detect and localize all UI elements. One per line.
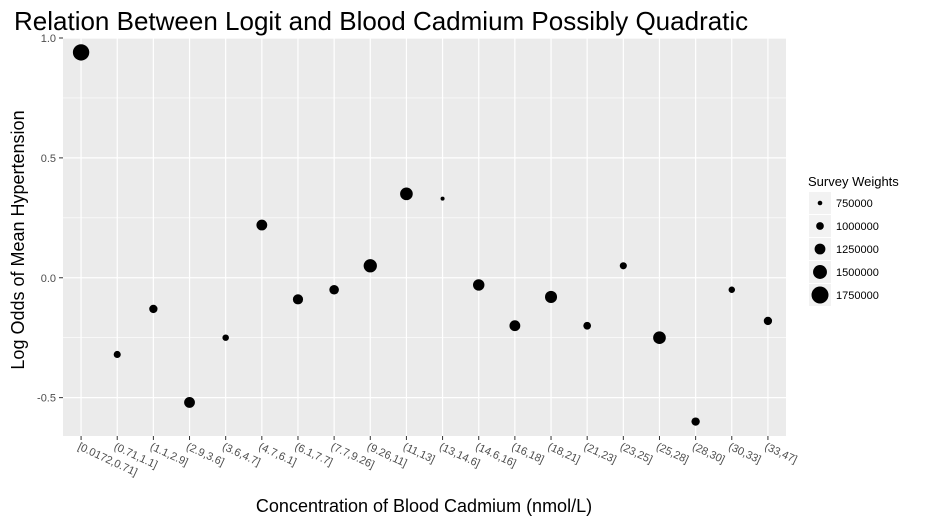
data-point xyxy=(256,219,268,231)
data-point xyxy=(72,44,90,61)
x-tick-label: (4.7,6.1] xyxy=(257,441,299,469)
x-tick-label: (3.6,4.7] xyxy=(220,441,262,469)
data-point xyxy=(184,397,195,408)
x-tick-label: (23,25] xyxy=(618,441,654,466)
legend-key-point xyxy=(816,222,824,230)
x-tick-label: (13,14.6] xyxy=(437,441,481,470)
x-tick-label: (2.9,3.6] xyxy=(184,441,226,469)
x-tick-label: (21,23] xyxy=(582,441,618,466)
x-tick-label: (28,30] xyxy=(690,441,726,466)
y-tick-label: 1.0 xyxy=(41,33,56,45)
x-tick-label: (33,47] xyxy=(763,441,799,466)
y-axis-title: Log Odds of Mean Hypertension xyxy=(8,110,28,369)
data-point xyxy=(619,262,627,270)
data-point xyxy=(400,187,413,201)
data-point xyxy=(728,286,736,293)
data-point xyxy=(763,316,773,326)
legend-key-point xyxy=(817,200,823,206)
chart-title: Relation Between Logit and Blood Cadmium… xyxy=(14,6,748,36)
data-point xyxy=(113,350,121,359)
y-axis-ticks: -0.5 0.0 0.5 1.0 xyxy=(37,33,63,405)
legend-items: 750000 1000000 1250000 1500000 1750000 xyxy=(809,192,879,306)
x-tick-label: (30,33] xyxy=(727,441,763,466)
legend-label: 750000 xyxy=(836,198,873,210)
data-point xyxy=(509,320,521,332)
data-point xyxy=(363,259,377,273)
data-point xyxy=(329,284,339,295)
x-tick-label: (18,21] xyxy=(546,441,582,466)
data-point xyxy=(440,196,445,201)
legend: Survey Weights 750000 1000000 1250000 15000… xyxy=(808,174,899,306)
data-point xyxy=(545,290,558,303)
x-axis-title: Concentration of Blood Cadmium (nmol/L) xyxy=(256,496,592,516)
x-tick-label: (6.1,7.7] xyxy=(293,441,335,469)
x-tick-label: (14.6,16] xyxy=(473,441,517,470)
legend-key-point xyxy=(813,265,827,279)
grid-lines xyxy=(63,37,786,436)
y-tick-label: 0.0 xyxy=(41,273,56,285)
legend-title: Survey Weights xyxy=(808,174,899,189)
data-points xyxy=(72,44,773,426)
x-axis-ticks: [0.0172,0.71](0.71,1.1](1.1,2.9](2.9,3.6… xyxy=(76,436,799,479)
data-point xyxy=(691,417,700,426)
data-point xyxy=(292,294,304,305)
legend-key-point xyxy=(811,286,829,304)
x-tick-label: (25,28] xyxy=(654,441,690,466)
plot-panel xyxy=(63,38,786,436)
legend-label: 1250000 xyxy=(836,244,879,256)
legend-label: 1000000 xyxy=(836,221,879,233)
y-tick-label: -0.5 xyxy=(37,393,56,405)
data-point xyxy=(653,331,666,345)
data-point xyxy=(473,279,485,291)
data-point xyxy=(583,321,592,330)
legend-label: 1750000 xyxy=(836,290,879,302)
data-point xyxy=(222,334,229,341)
y-tick-label: 0.5 xyxy=(41,153,56,165)
data-point xyxy=(149,304,158,314)
legend-label: 1500000 xyxy=(836,267,879,279)
legend-key-point xyxy=(814,243,826,255)
